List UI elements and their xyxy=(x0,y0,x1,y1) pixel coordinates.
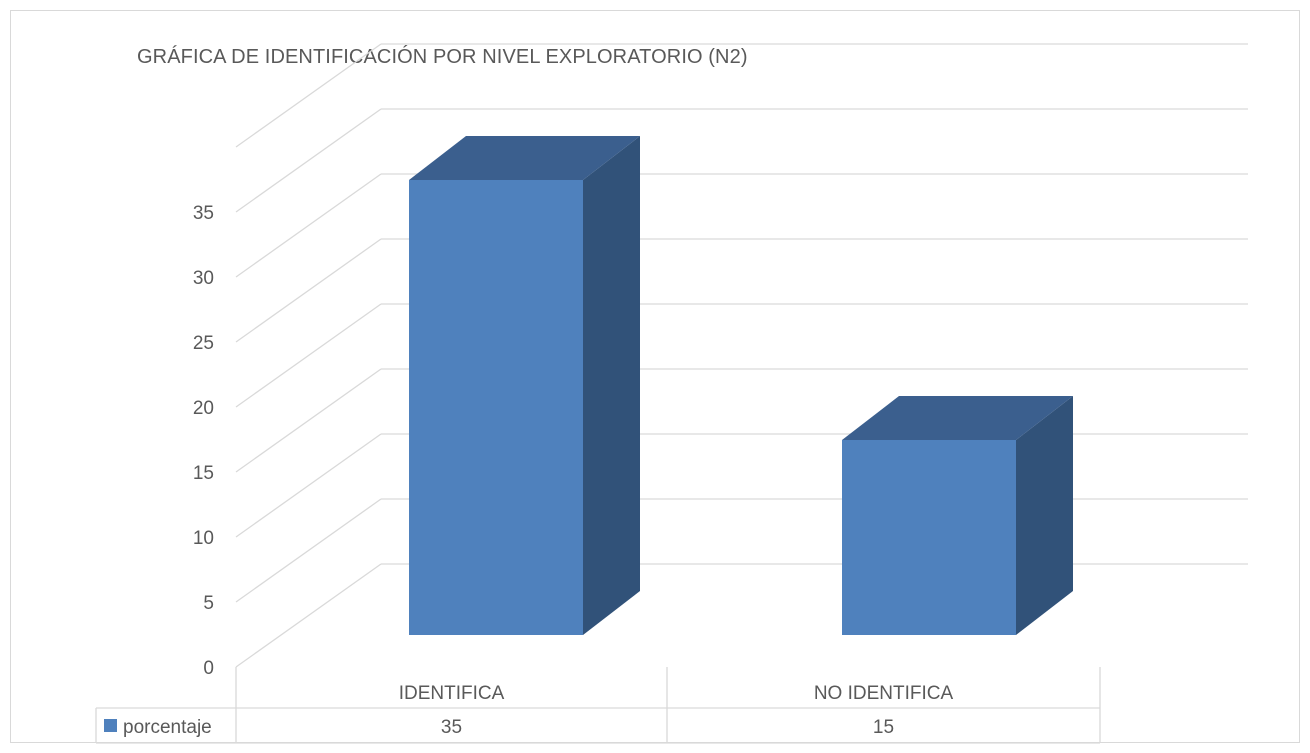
gridline-side-20 xyxy=(235,303,382,408)
gridline-side-30 xyxy=(235,173,382,278)
category-label-identifica: IDENTIFICA xyxy=(399,683,505,704)
bar-front-face xyxy=(842,440,1016,635)
y-tick-label-0: 0 xyxy=(203,658,214,679)
gridline-side-5 xyxy=(235,498,382,603)
data-table-value-1: 15 xyxy=(873,717,894,738)
bar-side-face xyxy=(583,136,640,635)
y-tick-label-30: 30 xyxy=(193,268,214,289)
bar-side-face xyxy=(1016,396,1073,635)
y-tick-label-35: 35 xyxy=(193,203,214,224)
y-tick-label-15: 15 xyxy=(193,463,214,484)
bar-identifica xyxy=(409,136,640,635)
bar-top-face xyxy=(409,136,640,180)
bar-series xyxy=(409,136,1073,635)
y-tick-label-20: 20 xyxy=(193,398,214,419)
chart-title: GRÁFICA DE IDENTIFICACIÓN POR NIVEL EXPL… xyxy=(137,46,748,68)
data-table: IDENTIFICA 35 NO IDENTIFICA 15 porcentaje xyxy=(95,667,1101,744)
y-axis-ticks: 0 5 10 15 20 25 30 35 xyxy=(193,203,214,679)
gridline-side-0 xyxy=(235,563,382,668)
legend-series-name: porcentaje xyxy=(123,717,212,738)
legend-swatch xyxy=(104,719,117,732)
gridline-side-40 xyxy=(235,43,382,148)
y-tick-label-10: 10 xyxy=(193,528,214,549)
chart-walls xyxy=(235,43,1248,668)
y-tick-label-25: 25 xyxy=(193,333,214,354)
bar-no-identifica xyxy=(842,396,1073,635)
bar-top-face xyxy=(842,396,1073,440)
y-tick-label-5: 5 xyxy=(203,593,214,614)
gridline-side-25 xyxy=(235,238,382,343)
bar-front-face xyxy=(409,180,583,635)
gridline-side-10 xyxy=(235,433,382,538)
data-table-value-0: 35 xyxy=(441,717,462,738)
chart-frame xyxy=(10,10,1300,743)
gridline-side-15 xyxy=(235,368,382,473)
gridline-side-35 xyxy=(235,108,382,213)
category-label-no-identifica: NO IDENTIFICA xyxy=(814,683,954,704)
